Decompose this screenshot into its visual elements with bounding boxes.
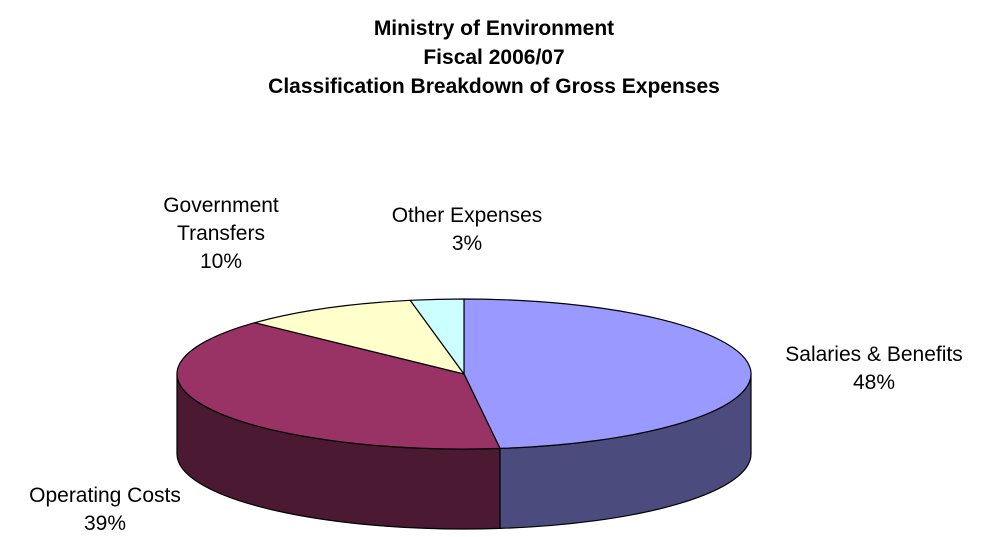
chart-title-line-1: Ministry of Environment (373, 17, 615, 40)
pie-slice-government-transfers (254, 299, 465, 375)
pie-slice-other-expenses (409, 298, 465, 375)
slice-label-government-transfers: Government Transfers 10% (163, 194, 279, 273)
pie-slice-salaries-and-benefits (463, 298, 752, 450)
slice-percent-label: 48% (853, 371, 895, 394)
pie-labels: Salaries & Benefits 48% Operating Costs 39%… (29, 194, 963, 535)
slice-label-operating-costs: Operating Costs 39% (29, 484, 181, 535)
slice-percent-label: 39% (84, 512, 126, 535)
slice-name-label: Transfers (177, 222, 265, 245)
chart-title-line-2: Fiscal 2006/07 (423, 46, 565, 69)
pie-slice-operating-costs (176, 322, 501, 450)
slice-label-other-expenses: Other Expenses 3% (392, 204, 543, 255)
chart-title: Ministry of Environment Fiscal 2006/07 C… (0, 14, 988, 101)
slice-name-label: Salaries & Benefits (785, 343, 962, 366)
slice-name-label: Other Expenses (392, 204, 543, 227)
chart-title-line-3: Classification Breakdown of Gross Expens… (268, 75, 720, 98)
slice-name-label: Operating Costs (29, 484, 181, 507)
slice-percent-label: 10% (200, 250, 242, 273)
pie-tops (176, 298, 752, 450)
slice-label-salaries-and-benefits: Salaries & Benefits 48% (785, 343, 962, 394)
slice-percent-label: 3% (452, 232, 482, 255)
slice-name-label: Government (163, 194, 279, 217)
